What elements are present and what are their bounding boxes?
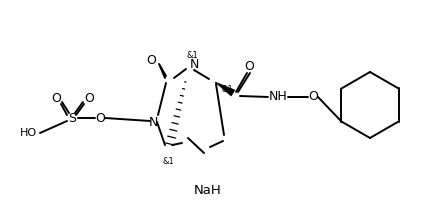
Text: O: O [146,54,156,67]
Text: &1: &1 [186,51,198,59]
Text: S: S [68,111,76,124]
Polygon shape [215,82,235,96]
Text: O: O [244,59,254,73]
Text: NaH: NaH [194,184,222,197]
Text: HO: HO [19,128,37,138]
Text: &1: &1 [222,86,234,95]
Text: N: N [148,116,158,129]
Text: &1: &1 [162,157,174,165]
Text: O: O [51,92,61,105]
Text: N: N [190,59,198,71]
Text: O: O [95,111,105,124]
Text: NH: NH [269,91,287,103]
Text: O: O [84,92,94,105]
Text: O: O [308,91,318,103]
